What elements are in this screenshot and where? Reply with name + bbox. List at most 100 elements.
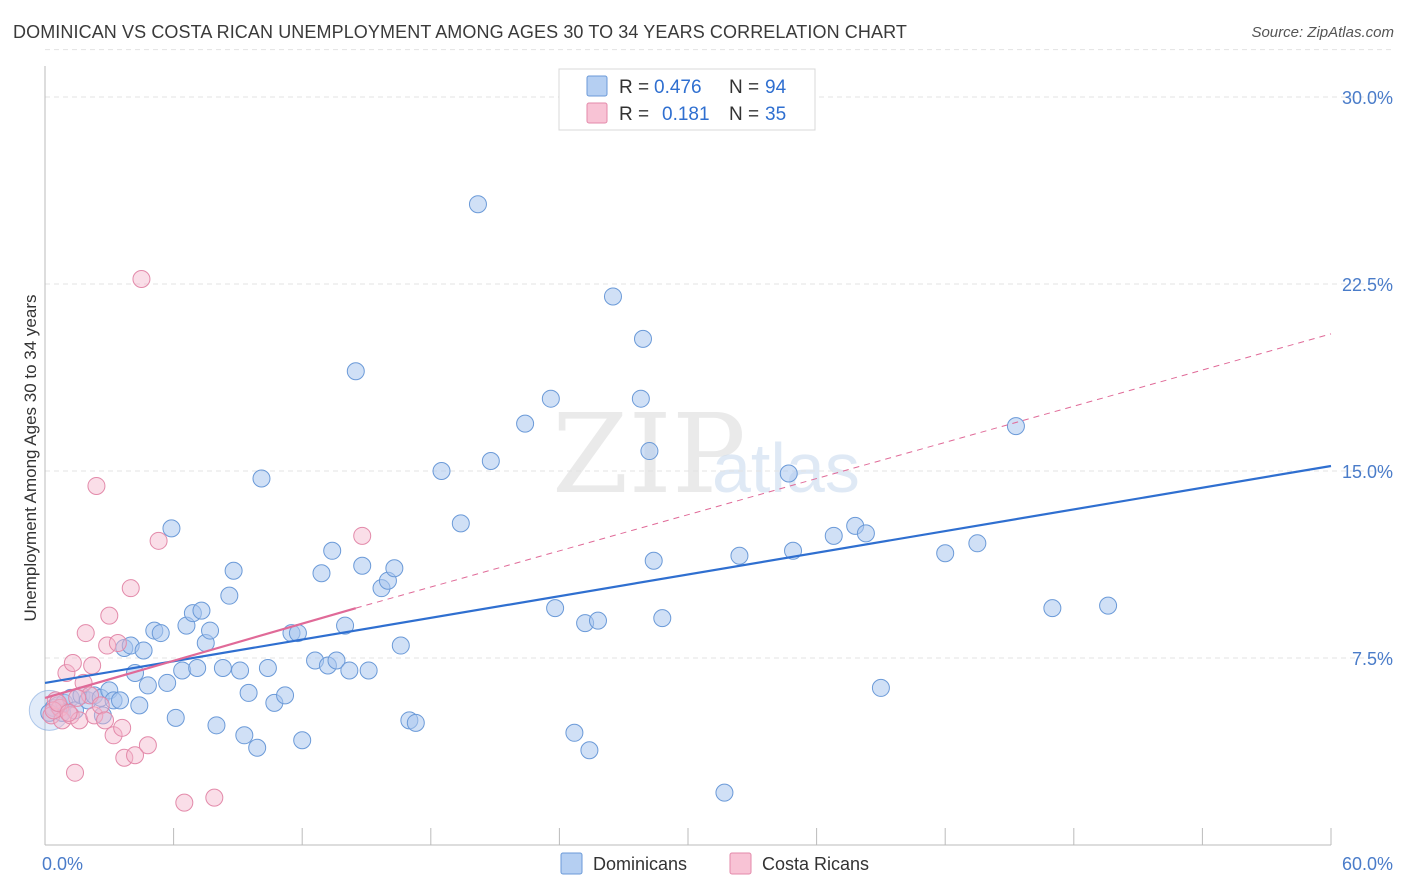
costa-ricans-point <box>83 656 102 675</box>
dominicans-point <box>871 678 890 697</box>
dominicans-point <box>224 561 243 580</box>
dominicans-point <box>346 362 365 381</box>
y-tick-label: 30.0% <box>1342 88 1393 108</box>
dominicans-point <box>391 636 410 655</box>
costa-ricans-point <box>76 624 95 643</box>
costa-ricans-point <box>87 476 106 495</box>
chart-title: DOMINICAN VS COSTA RICAN UNEMPLOYMENT AM… <box>13 22 907 42</box>
dominicans-point <box>516 414 535 433</box>
dominicans-point <box>644 551 663 570</box>
costa-ricans-point <box>175 793 194 812</box>
dominicans-points <box>28 195 1118 802</box>
dominicans-point <box>730 546 749 565</box>
costa-ricans-point <box>149 531 168 550</box>
costa-ricans-point <box>85 706 104 725</box>
dominicans-point <box>252 469 271 488</box>
dominicans-point <box>432 462 451 480</box>
gridlines <box>45 49 1392 659</box>
dominicans-point <box>323 541 342 560</box>
dominicans-swatch <box>586 75 608 97</box>
dominicans-point <box>633 329 652 348</box>
dominicans-point <box>715 783 734 802</box>
costa-ricans-legend-label: Costa Ricans <box>762 854 869 874</box>
dominicans-point <box>213 658 232 677</box>
dominicans-point <box>936 544 955 563</box>
legend-n-value: 35 <box>765 104 786 125</box>
dominicans-legend-swatch <box>560 852 583 875</box>
dominicans-point <box>201 621 220 640</box>
dominicans-point <box>481 452 500 471</box>
dominicans-point <box>406 713 425 732</box>
costa-ricans-point <box>121 579 140 598</box>
legend-n-label: N = <box>729 77 759 98</box>
dominicans-point <box>451 514 470 533</box>
dominicans-point <box>385 559 404 578</box>
costa-ricans-point <box>132 270 151 289</box>
legend-r-label: R = <box>619 104 649 125</box>
costa-ricans-point <box>353 526 372 545</box>
costa-ricans-point <box>57 663 76 682</box>
y-tick-label: 15.0% <box>1342 462 1393 482</box>
dominicans-point <box>220 586 239 605</box>
dominicans-point <box>653 609 672 628</box>
dominicans-point <box>130 696 149 715</box>
dominicans-point <box>235 726 254 745</box>
costa-ricans-point <box>98 636 117 655</box>
dominicans-point <box>162 519 181 538</box>
costa-ricans-point <box>115 748 134 767</box>
dominicans-point <box>207 716 226 735</box>
dominicans-point <box>111 691 130 710</box>
y-tick-label: 22.5% <box>1342 275 1393 295</box>
costa-ricans-point <box>205 788 224 807</box>
costa-ricans-point <box>68 688 87 707</box>
dominicans-point <box>824 526 843 545</box>
dominicans-point <box>134 641 153 660</box>
dominicans-point <box>580 741 599 760</box>
dominicans-point <box>603 287 622 306</box>
costa-ricans-points <box>42 270 372 812</box>
dominicans-point <box>640 442 659 461</box>
dominicans-point <box>151 624 170 643</box>
legend-n-label: N = <box>729 104 759 125</box>
costa-ricans-point <box>66 763 85 782</box>
dominicans-point <box>327 651 346 670</box>
dominicans-legend-label: Dominicans <box>593 854 687 874</box>
dominicans-point <box>565 723 584 742</box>
stats-legend: R = 0.476 N = 94 R = 0.181 N = 35 <box>558 68 816 131</box>
dominicans-point <box>631 389 650 408</box>
legend-r-label: R = <box>619 77 649 98</box>
legend-n-value: 94 <box>765 77 787 98</box>
dominicans-point <box>166 708 185 727</box>
dominicans-point <box>158 673 177 692</box>
dominicans-point <box>276 686 295 705</box>
costa-ricans-legend-swatch <box>729 852 752 875</box>
costa-ricans-point <box>126 746 145 765</box>
dominicans-point <box>188 658 207 677</box>
trend-lines <box>44 333 1332 699</box>
y-tick-labels: 7.5% 15.0% 22.5% 30.0% <box>1342 88 1393 669</box>
series-legend: Dominicans Costa Ricans <box>560 852 869 875</box>
costa-ricans-point <box>91 696 110 715</box>
dominicans-point <box>968 534 987 553</box>
costa-ricans-point <box>108 634 127 653</box>
dominicans-point <box>336 616 355 635</box>
x-tick-label: 0.0% <box>42 854 83 874</box>
costa-ricans-trend-line <box>44 607 357 699</box>
legend-r-value: 0.476 <box>654 77 702 98</box>
dominicans-point <box>173 661 192 680</box>
costa-ricans-trend-extension <box>355 333 1332 609</box>
dominicans-point <box>258 658 277 677</box>
dominicans-point <box>312 564 331 583</box>
dominicans-point <box>353 556 372 575</box>
dominicans-point <box>293 731 312 750</box>
dominicans-point <box>546 599 565 618</box>
dominicans-point <box>359 661 378 680</box>
dominicans-point <box>1043 599 1062 618</box>
x-tick-labels: 0.0% 60.0% <box>42 854 1393 874</box>
dominicans-point <box>1006 417 1025 436</box>
dominicans-point <box>541 389 560 408</box>
legend-r-value: 0.181 <box>662 104 710 125</box>
dominicans-point <box>779 464 798 483</box>
source-credit: Source: ZipAtlas.com <box>1251 24 1394 41</box>
